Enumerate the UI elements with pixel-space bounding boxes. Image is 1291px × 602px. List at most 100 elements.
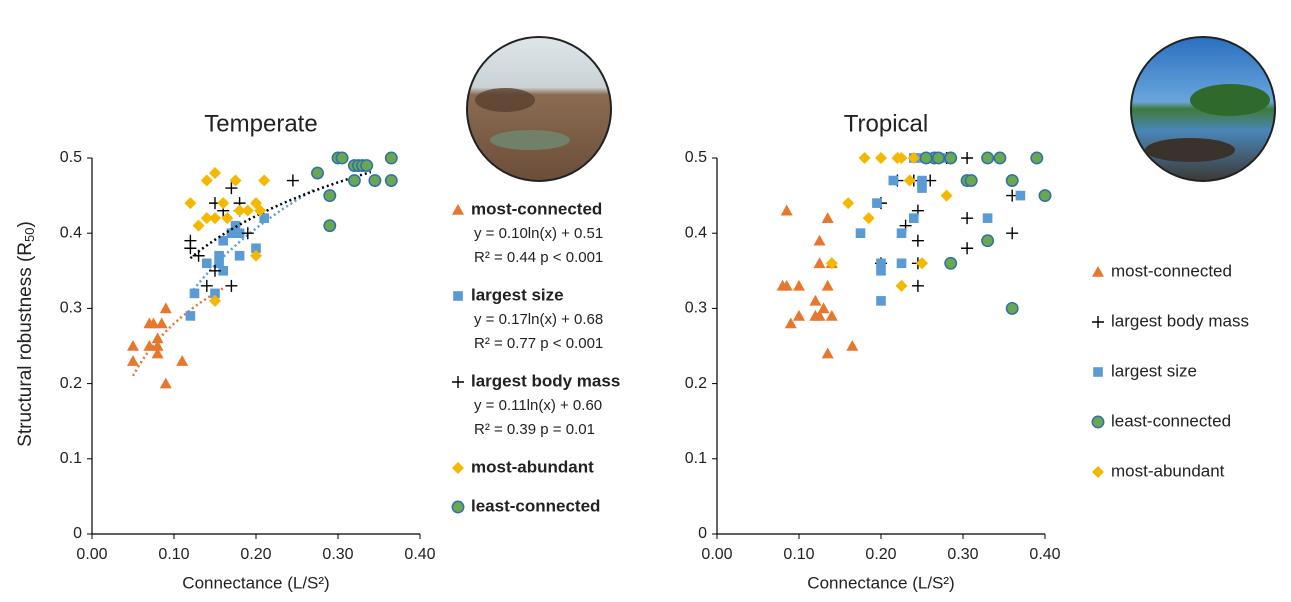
point — [200, 279, 213, 292]
point — [961, 212, 974, 225]
point — [127, 355, 139, 366]
legend-equation: y = 0.11ln(x) + 0.60 — [474, 397, 602, 414]
y-tick-label: 0.3 — [60, 300, 82, 317]
point — [862, 212, 875, 225]
point — [335, 151, 349, 165]
point — [241, 204, 254, 217]
x-axis-label: Connectance (L/S²) — [182, 573, 329, 592]
legend-label: least-connected — [1111, 411, 1231, 430]
point — [821, 279, 834, 291]
point — [813, 257, 826, 269]
legend-marker — [1092, 266, 1104, 277]
point — [159, 302, 172, 314]
legend-marker — [1091, 415, 1105, 429]
point — [813, 234, 826, 246]
legend-stats: R² = 0.39 p = 0.01 — [474, 421, 595, 438]
point — [875, 152, 887, 164]
point — [225, 279, 238, 292]
point — [961, 152, 974, 164]
point — [200, 212, 213, 225]
point — [221, 212, 234, 225]
x-tick-label: 0.00 — [76, 546, 107, 563]
y-tick-label: 0.2 — [685, 375, 707, 392]
legend-equation: y = 0.17ln(x) + 0.68 — [474, 311, 603, 328]
trend-line — [189, 188, 315, 295]
x-tick-label: 0.00 — [701, 546, 732, 563]
point — [909, 213, 919, 223]
point — [214, 258, 224, 269]
point — [784, 317, 797, 329]
point — [961, 242, 974, 255]
point — [903, 174, 916, 187]
point — [911, 234, 924, 247]
legend-label: least-connected — [471, 496, 600, 515]
legend-marker — [451, 500, 465, 514]
point — [225, 182, 238, 195]
point — [993, 151, 1007, 165]
point — [176, 355, 189, 366]
point — [259, 213, 269, 223]
legend-equation: y = 0.10ln(x) + 0.51 — [474, 225, 603, 242]
legend-label: most-abundant — [1111, 461, 1225, 480]
point — [384, 174, 398, 188]
point — [189, 288, 200, 299]
point — [858, 152, 871, 164]
point — [159, 377, 172, 389]
legend-label: most-abundant — [471, 457, 594, 476]
point — [323, 219, 337, 233]
point — [127, 340, 139, 351]
point — [192, 219, 205, 232]
y-tick-label: 0.2 — [60, 375, 82, 392]
point — [155, 317, 168, 329]
point — [234, 250, 245, 261]
y-label-end: ) — [15, 221, 36, 227]
point — [917, 183, 927, 193]
point — [214, 250, 224, 261]
photo-temperate — [466, 36, 612, 182]
point — [981, 151, 995, 165]
point — [151, 340, 164, 351]
legend-label: most-connected — [1111, 261, 1232, 280]
point — [964, 174, 978, 188]
legend-marker — [452, 462, 464, 474]
point — [185, 311, 196, 321]
point — [916, 257, 928, 270]
legend-label: largest size — [1111, 361, 1197, 380]
y-tick-label: 0.4 — [685, 224, 707, 241]
legend-marker — [1092, 316, 1104, 328]
point — [1005, 174, 1019, 188]
point — [876, 266, 886, 276]
point — [1038, 189, 1052, 203]
legend-label: most-connected — [471, 199, 602, 218]
point — [234, 228, 245, 238]
point — [944, 256, 958, 270]
point — [200, 174, 213, 187]
point — [825, 257, 838, 270]
legend-marker — [452, 204, 464, 215]
point — [817, 302, 830, 314]
point — [241, 227, 254, 240]
point — [793, 279, 805, 291]
y-tick-label: 0.5 — [685, 149, 707, 166]
y-tick-label: 0.1 — [60, 450, 82, 467]
point — [360, 159, 374, 172]
point — [896, 228, 907, 238]
point — [793, 309, 805, 321]
point — [825, 309, 838, 321]
photo-tropical — [1130, 36, 1276, 182]
y-tick-label: 0 — [698, 525, 707, 542]
point — [780, 204, 793, 216]
point — [192, 249, 205, 262]
point — [895, 152, 908, 164]
point — [311, 166, 324, 180]
point — [286, 174, 299, 187]
point — [147, 317, 160, 329]
point — [184, 242, 197, 255]
point — [217, 197, 230, 210]
point — [917, 175, 927, 186]
y-tick-label: 0.1 — [685, 450, 707, 467]
point — [323, 189, 337, 203]
point — [1005, 301, 1019, 315]
